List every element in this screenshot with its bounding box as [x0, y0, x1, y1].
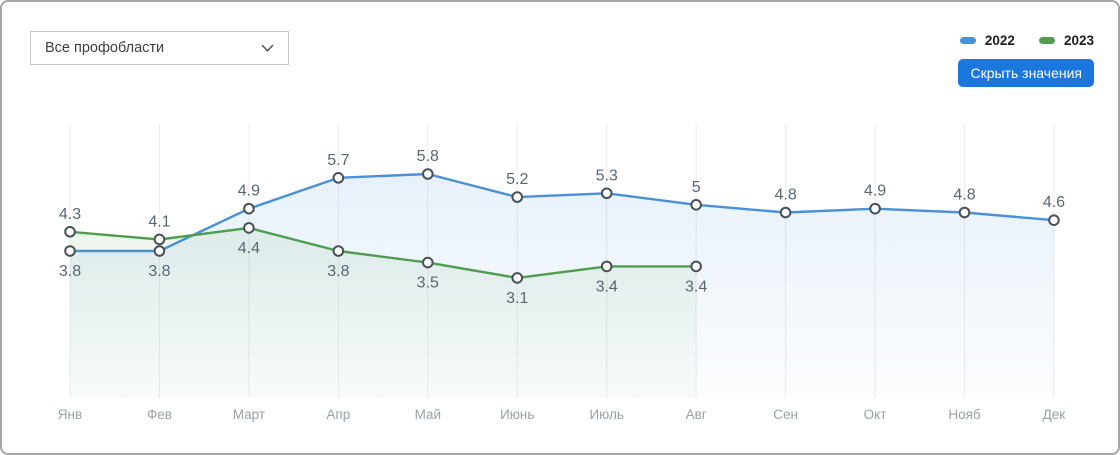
hide-values-button[interactable]: Скрыть значения	[958, 59, 1094, 87]
data-label-2022: 4.6	[1043, 194, 1065, 211]
x-axis-label: Нояб	[948, 407, 981, 422]
x-axis-label: Апр	[326, 407, 350, 422]
data-label-2022: 5.3	[596, 167, 618, 184]
data-point-2022-Май[interactable]	[422, 168, 434, 180]
legend-item-2023[interactable]: 2023	[1038, 33, 1094, 48]
x-axis-label: Фев	[147, 407, 172, 422]
data-point-2022-Апр[interactable]	[332, 172, 345, 184]
profession-filter-value: Все профобласти	[45, 40, 165, 56]
x-axis-label: Дек	[1043, 407, 1066, 422]
data-point-2022-Окт[interactable]	[869, 202, 881, 215]
data-label-2022: 4.9	[238, 183, 260, 200]
x-axis-label: Авг	[686, 407, 707, 422]
data-point-2023-Фев[interactable]	[153, 233, 166, 246]
data-point-2023-Янв[interactable]	[64, 225, 76, 238]
data-label-2023: 4.3	[59, 206, 81, 223]
x-axis-label: Янв	[58, 407, 82, 422]
data-point-2023-Апр[interactable]	[332, 245, 345, 257]
data-point-2022-Июль[interactable]	[600, 187, 613, 200]
x-axis-label: Март	[233, 407, 265, 422]
data-point-2023-Май[interactable]	[422, 256, 434, 269]
x-axis-label: Июль	[589, 407, 623, 422]
x-axis-label: Окт	[864, 407, 887, 422]
legend-label-2023: 2023	[1063, 33, 1094, 48]
legend-swatch-2022	[959, 37, 976, 44]
data-point-2023-Март[interactable]	[243, 222, 255, 234]
legend-label-2022: 2022	[984, 33, 1015, 48]
profession-filter-dropdown[interactable]: Все профобласти	[30, 31, 289, 65]
data-label-2022: 3.8	[59, 263, 81, 280]
data-point-2022-Март[interactable]	[243, 202, 255, 215]
series-2022-area	[70, 174, 1054, 398]
data-point-2023-Авг[interactable]	[690, 260, 702, 273]
data-label-2022: 3.8	[148, 263, 170, 280]
chart-legend: 2022 2023	[959, 33, 1094, 48]
x-axis-label: Июнь	[500, 407, 534, 422]
data-label-2022: 5.2	[506, 171, 528, 188]
data-label-2022: 5.7	[327, 152, 349, 169]
x-axis-label: Май	[415, 407, 441, 422]
data-label-2023: 3.1	[506, 290, 528, 307]
data-label-2023: 3.8	[327, 263, 349, 280]
data-label-2023: 4.4	[238, 240, 260, 257]
series-2022-line	[68, 172, 1056, 253]
data-label-2022: 4.8	[774, 187, 796, 204]
data-label-2022: 4.8	[953, 187, 975, 204]
data-point-2023-Июль[interactable]	[600, 260, 613, 273]
data-point-2022-Нояб[interactable]	[958, 206, 971, 219]
data-label-2023: 3.4	[685, 278, 707, 295]
data-label-2022: 5	[692, 179, 701, 196]
data-point-2022-Авг[interactable]	[690, 199, 702, 211]
x-axis-label: Сен	[773, 407, 798, 422]
data-point-2022-Янв[interactable]	[64, 245, 76, 257]
data-label-2022: 4.9	[864, 183, 886, 200]
chevron-down-icon	[261, 44, 274, 52]
data-point-2022-Дек[interactable]	[1048, 214, 1060, 226]
data-label-2023: 3.5	[417, 275, 439, 292]
data-label-2023: 3.4	[596, 278, 618, 295]
data-point-2022-Сен[interactable]	[779, 206, 792, 219]
legend-item-2022[interactable]: 2022	[959, 33, 1015, 48]
legend-swatch-2023	[1038, 37, 1055, 44]
data-point-2022-Июнь[interactable]	[511, 191, 524, 203]
data-point-2023-Июнь[interactable]	[511, 272, 524, 284]
data-point-2022-Фев[interactable]	[153, 245, 166, 257]
data-label-2022: 5.8	[417, 148, 439, 165]
data-label-2023: 4.1	[148, 214, 170, 231]
